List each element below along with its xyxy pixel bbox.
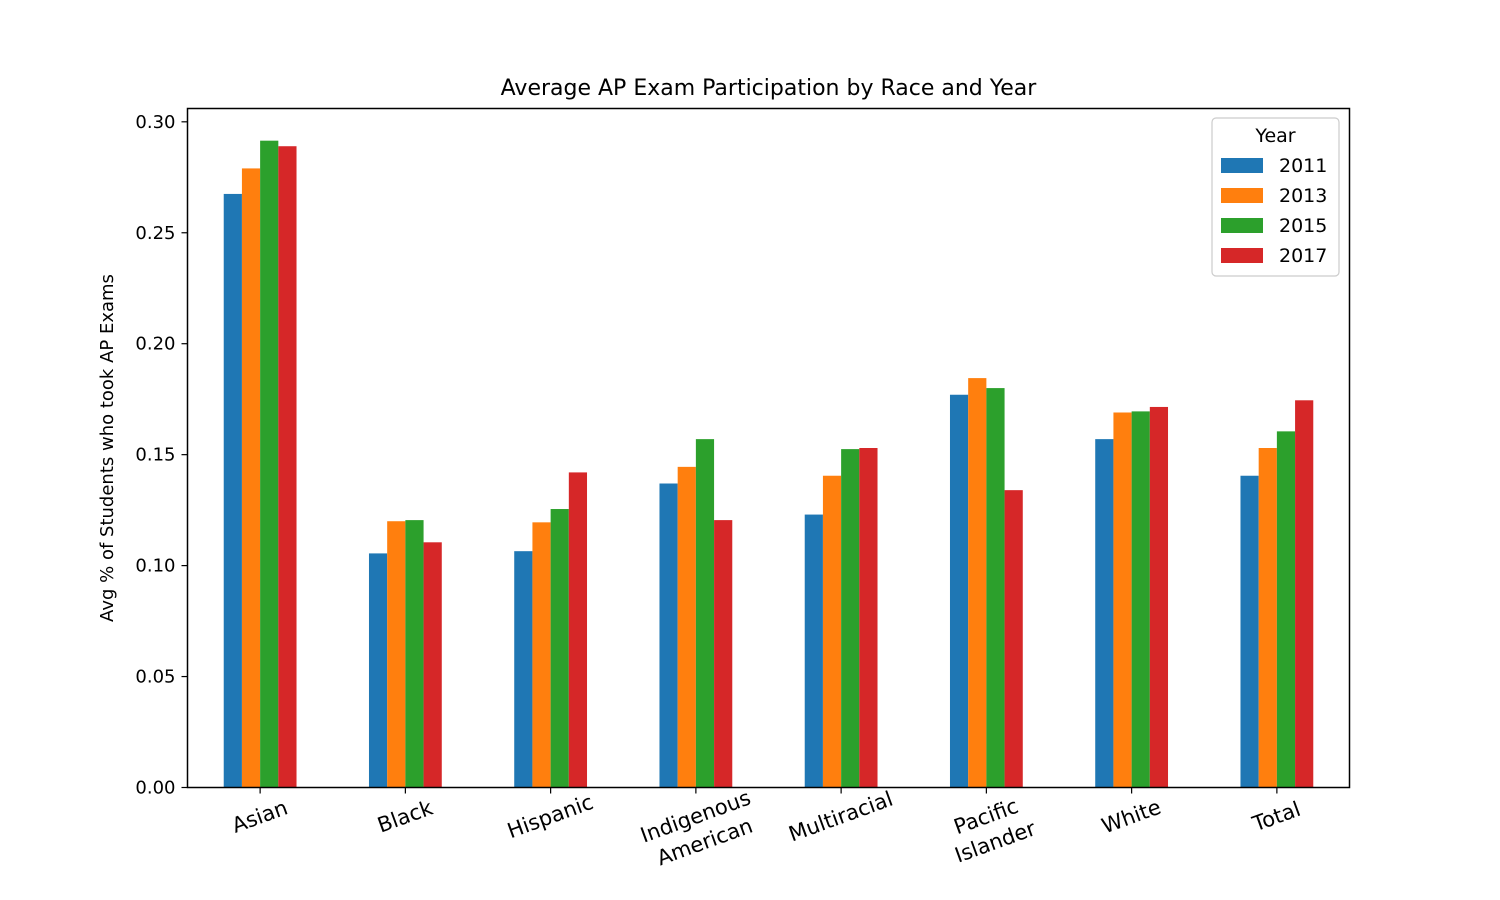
bar-2015-2	[550, 509, 569, 788]
bar-2011-1	[368, 553, 388, 788]
bar-2015-6	[1131, 411, 1150, 788]
bar-2017-0	[278, 146, 297, 788]
legend-swatch-2015	[1221, 218, 1263, 233]
bar-2015-3	[695, 439, 715, 788]
legend-label: 2015	[1279, 215, 1327, 237]
legend-swatch-2011	[1221, 158, 1263, 173]
bar-2015-0	[260, 140, 279, 788]
bar-2017-6	[1149, 406, 1169, 788]
x-tick-label-line: Multiracial	[786, 787, 897, 847]
bar-2011-2	[514, 551, 533, 788]
legend-box	[1211, 117, 1340, 277]
bar-2013-0	[241, 168, 261, 788]
y-tick-label: 0.15	[135, 445, 175, 466]
legend-label: 2013	[1279, 185, 1327, 207]
bar-2013-2	[532, 522, 551, 788]
bar-2015-7	[1276, 431, 1296, 788]
y-tick-label: 0.10	[135, 556, 175, 577]
bar-2013-4	[822, 475, 842, 788]
bar-2017-3	[714, 520, 733, 788]
bar-2013-3	[677, 466, 696, 788]
bar-2015-1	[405, 520, 424, 788]
bars-group	[223, 140, 1314, 788]
x-tick-label: PacificIslander	[942, 791, 1039, 868]
x-tick-label: Multiracial	[786, 787, 897, 847]
y-axis-label: Avg % of Students who took AP Exams	[97, 274, 118, 622]
bar-2017-1	[423, 542, 442, 788]
bar-2011-6	[1095, 439, 1114, 788]
bar-2017-7	[1295, 400, 1314, 788]
x-tick-label-line: White	[1098, 795, 1164, 838]
legend-label: 2017	[1279, 245, 1327, 267]
chart-title: Average AP Exam Participation by Race an…	[501, 76, 1038, 101]
bar-2011-5	[949, 394, 969, 788]
x-tick-label: White	[1098, 795, 1164, 838]
x-tick-label: IndigenousAmerican	[637, 786, 763, 873]
legend-title: Year	[1254, 125, 1295, 147]
x-tick-label-line: Black	[374, 795, 436, 837]
bar-2017-4	[859, 448, 878, 788]
plot-frame	[186, 107, 1351, 789]
bar-2017-2	[568, 472, 588, 788]
legend-swatch-2017	[1221, 248, 1263, 263]
bar-2015-5	[986, 388, 1005, 788]
x-tick-label-line: Hispanic	[504, 790, 596, 843]
bar-2013-5	[968, 378, 987, 788]
y-tick-label: 0.30	[135, 112, 175, 133]
y-axis: 0.00 0.05 0.10 0.15 0.20 0.25 0.30	[135, 112, 188, 799]
bar-2011-3	[659, 483, 678, 788]
bar-2011-4	[804, 514, 823, 788]
bar-2013-6	[1113, 412, 1132, 788]
x-axis: Asian Black Hispanic IndigenousAmerican Mult…	[229, 786, 1304, 873]
x-tick-label-line: Asian	[229, 795, 291, 837]
x-tick-label-line: Total	[1248, 797, 1303, 837]
bar-2013-1	[387, 521, 406, 788]
bar-2011-7	[1240, 475, 1259, 788]
y-tick-label: 0.20	[135, 334, 175, 355]
y-tick-label: 0.00	[135, 778, 175, 799]
y-tick-label: 0.05	[135, 667, 175, 688]
legend-label: 2011	[1279, 155, 1327, 177]
bar-2017-5	[1004, 490, 1023, 788]
bar-2011-0	[223, 193, 242, 788]
x-tick-label: Asian	[229, 795, 291, 837]
x-tick-label: Hispanic	[504, 790, 596, 843]
legend-swatch-2013	[1221, 188, 1263, 203]
legend: Year 2011 2013 2015 2017	[1211, 117, 1340, 277]
bar-2013-7	[1258, 448, 1277, 788]
x-tick-label: Total	[1248, 797, 1303, 837]
bar-2015-4	[841, 449, 860, 788]
x-tick-label: Black	[374, 795, 436, 837]
y-tick-label: 0.25	[135, 223, 175, 244]
